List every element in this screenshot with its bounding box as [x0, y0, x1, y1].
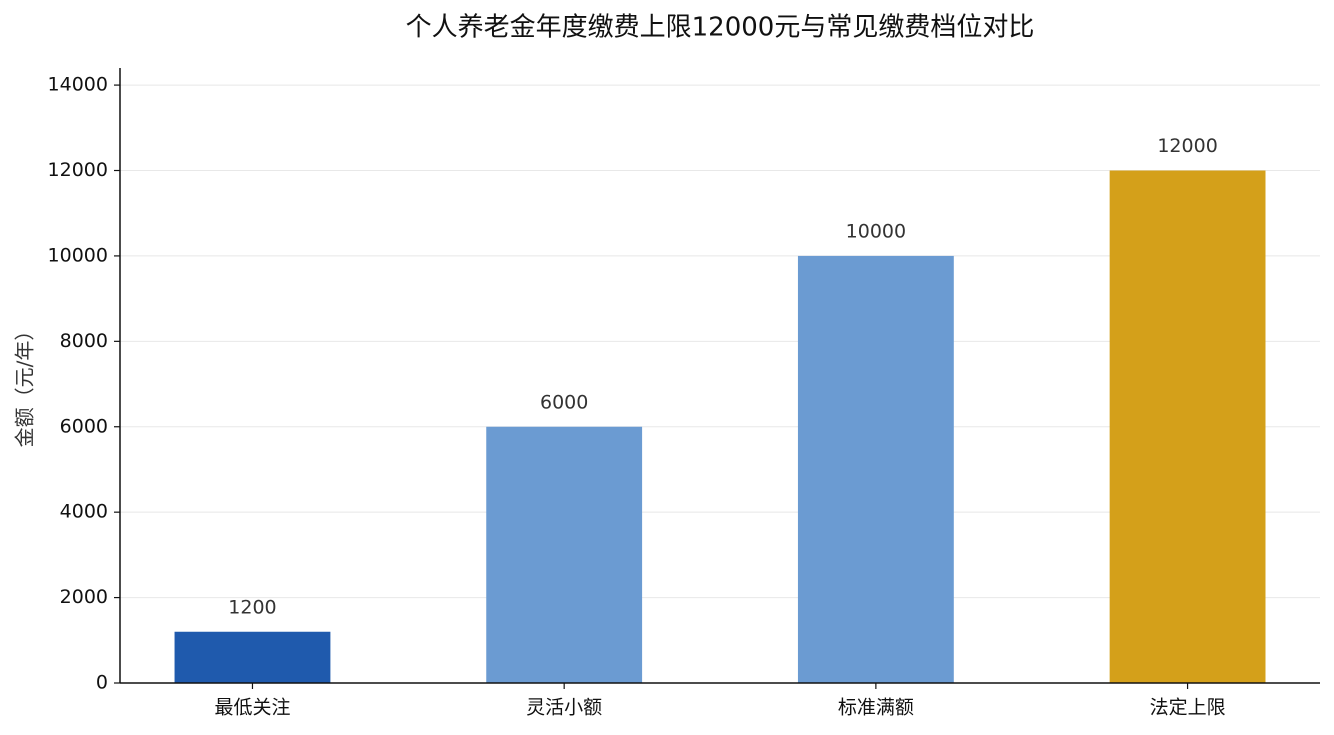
bar	[174, 631, 331, 683]
value-label: 6000	[540, 391, 588, 413]
chart-title: 个人养老金年度缴费上限12000元与常见缴费档位对比	[406, 13, 1035, 43]
grid	[120, 84, 1320, 684]
value-label: 10000	[846, 220, 906, 242]
y-tick-label: 4000	[60, 501, 108, 523]
value-label: 1200	[228, 596, 276, 618]
y-tick-label: 0	[96, 672, 108, 694]
y-tick-label: 14000	[48, 74, 108, 96]
y-tick-label: 6000	[60, 415, 108, 437]
value-label: 12000	[1157, 135, 1217, 157]
y-tick-label: 10000	[48, 244, 108, 266]
y-tick-label: 2000	[60, 586, 108, 608]
bar	[797, 255, 954, 683]
y-axis-label: 金额（元/年）	[13, 321, 37, 448]
x-tick-label: 法定上限	[1150, 697, 1226, 719]
x-tick-label: 灵活小额	[526, 697, 602, 719]
bars	[174, 170, 1266, 683]
x-tick-label: 最低关注	[214, 697, 290, 719]
bar	[486, 426, 643, 683]
y-tick-label: 8000	[60, 330, 108, 352]
y-tick-label: 12000	[48, 159, 108, 181]
x-tick-label: 标准满额	[838, 697, 914, 719]
bar	[1109, 170, 1266, 683]
